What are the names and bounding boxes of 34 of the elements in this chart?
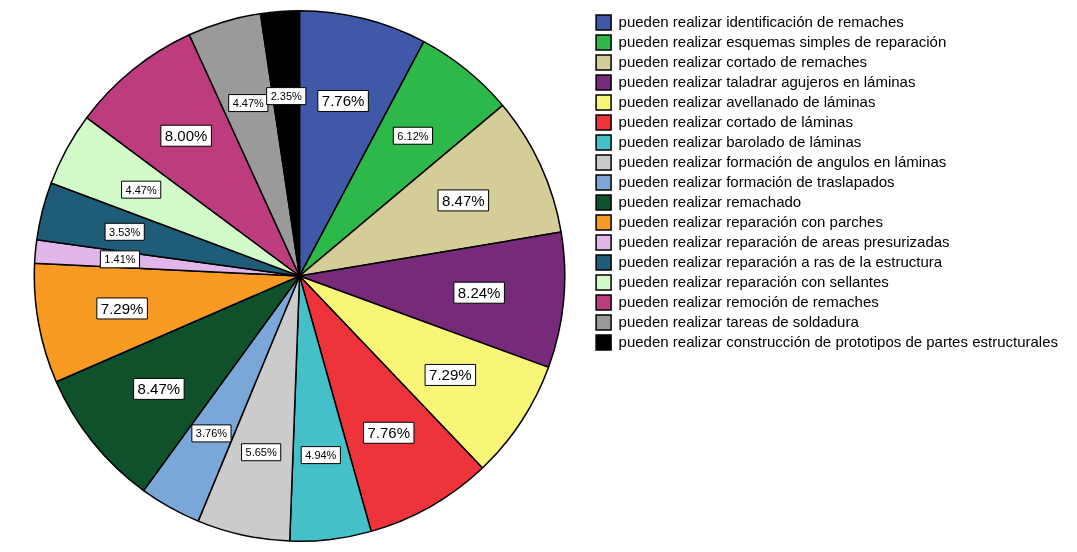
legend-label: pueden realizar barolado de láminas — [618, 132, 862, 150]
legend-label: pueden realizar tareas de soldadura — [618, 312, 860, 330]
legend-label: pueden realizar avellanado de láminas — [618, 92, 876, 110]
legend-label: pueden realizar formación de traslapados — [618, 172, 895, 190]
data-label: 2.35% — [270, 90, 303, 103]
legend-label: pueden realizar reparación a ras de la estructura — [618, 252, 943, 270]
legend-label: pueden realizar reparación con parches — [618, 212, 883, 230]
data-label: 8.00% — [164, 126, 208, 144]
legend-label: pueden realizar construcción de prototipos de partes estructurales — [618, 332, 1059, 350]
legend-label: pueden realizar taladrar agujeros en láminas — [618, 72, 916, 90]
legend-label: pueden realizar formación de angulos en láminas — [618, 152, 947, 170]
legend-label: pueden realizar cortado de láminas — [618, 112, 853, 130]
data-label: 4.94% — [305, 449, 337, 462]
legend-label: pueden realizar remachado — [618, 192, 802, 210]
data-label: 8.24% — [457, 283, 501, 301]
data-label: 7.76% — [321, 92, 365, 110]
legend-label: pueden realizar esquemas simples de reparación — [618, 32, 947, 50]
data-label: 7.29% — [429, 366, 472, 384]
data-label: 4.47% — [232, 97, 265, 110]
legend-label: pueden realizar identificación de remaches — [618, 12, 904, 30]
legend-label: pueden realizar cortado de remaches — [618, 52, 868, 70]
legend-label: pueden realizar reparación de areas presurizadas — [618, 232, 950, 250]
data-label: 5.65% — [245, 446, 277, 459]
legend-label: pueden realizar remoción de remaches — [618, 292, 879, 310]
data-label: 6.12% — [397, 129, 429, 142]
data-label: 8.47% — [442, 191, 485, 209]
data-label: 7.76% — [367, 423, 410, 441]
data-label: 8.47% — [137, 380, 181, 398]
data-label: 4.47% — [125, 183, 157, 196]
data-label: 1.41% — [104, 253, 136, 266]
data-label: 7.29% — [100, 299, 144, 317]
legend-label: pueden realizar reparación con sellantes — [618, 272, 889, 290]
data-label: 3.76% — [195, 427, 228, 440]
data-label: 3.53% — [109, 225, 141, 238]
